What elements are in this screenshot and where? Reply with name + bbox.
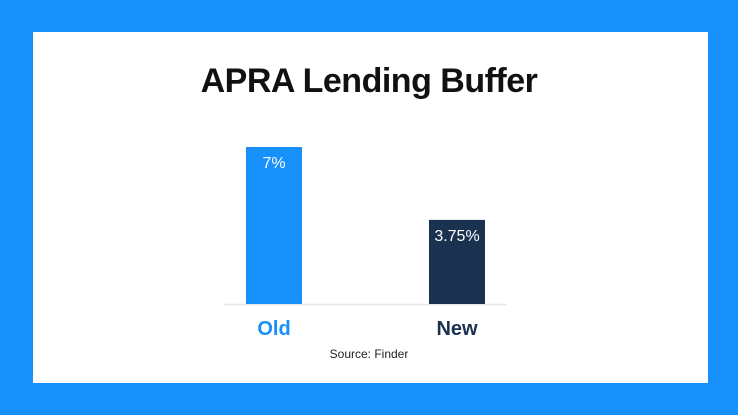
category-label: New [436, 318, 478, 340]
source-note: Source: Finder [329, 347, 409, 361]
chart-card [33, 32, 708, 383]
bar-old [246, 147, 302, 304]
category-label: Old [257, 318, 290, 340]
data-label: 3.75% [434, 228, 479, 245]
bar-new [429, 219, 485, 304]
data-label: 7% [262, 155, 285, 172]
chart-title: APRA Lending Buffer [200, 62, 538, 100]
